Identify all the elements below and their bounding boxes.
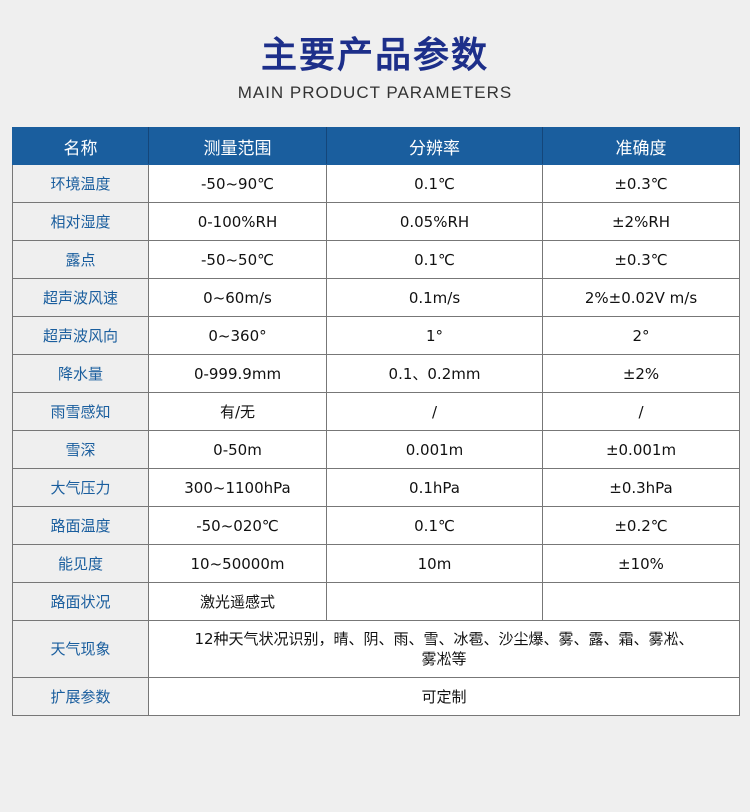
cell-range: -50~90℃ [148, 164, 327, 203]
table-row: 超声波风速 0~60m/s 0.1m/s 2%±0.02V m/s [12, 278, 740, 317]
table-row: 能见度 10~50000m 10m ±10% [12, 544, 740, 583]
cell-accuracy: ±10% [542, 544, 740, 583]
cell-resolution [326, 582, 543, 621]
cell-range: 有/无 [148, 392, 327, 431]
table-row-weather: 天气现象 12种天气状况识别，晴、阴、雨、雪、冰雹、沙尘爆、雾、露、霜、雾凇、雾… [12, 620, 740, 678]
cell-range: 0-50m [148, 430, 327, 469]
table-row: 雪深 0-50m 0.001m ±0.001m [12, 430, 740, 469]
cell-name: 露点 [12, 240, 149, 279]
cell-range: 0-999.9mm [148, 354, 327, 393]
cell-resolution: 0.1℃ [326, 164, 543, 203]
header-resolution: 分辨率 [326, 127, 543, 165]
header-accuracy: 准确度 [542, 127, 740, 165]
table-row: 大气压力 300~1100hPa 0.1hPa ±0.3hPa [12, 468, 740, 507]
weather-line-1: 12种天气状况识别，晴、阴、雨、雪、冰雹、沙尘爆、雾、露、霜、雾凇、 [194, 630, 694, 648]
cell-range: 0-100%RH [148, 202, 327, 241]
cell-range: -50~50℃ [148, 240, 327, 279]
cell-accuracy: / [542, 392, 740, 431]
header-name: 名称 [12, 127, 149, 165]
table-row: 雨雪感知 有/无 / / [12, 392, 740, 431]
cell-accuracy: ±0.3℃ [542, 240, 740, 279]
cell-resolution: 0.001m [326, 430, 543, 469]
cell-range: 激光遥感式 [148, 582, 327, 621]
cell-name: 超声波风向 [12, 316, 149, 355]
cell-accuracy: ±0.3℃ [542, 164, 740, 203]
cell-accuracy: 2° [542, 316, 740, 355]
cell-name: 环境温度 [12, 164, 149, 203]
cell-name: 大气压力 [12, 468, 149, 507]
cell-name: 降水量 [12, 354, 149, 393]
cell-name: 路面状况 [12, 582, 149, 621]
cell-resolution: 0.05%RH [326, 202, 543, 241]
table-row: 超声波风向 0~360° 1° 2° [12, 316, 740, 355]
cell-resolution: 0.1m/s [326, 278, 543, 317]
table-row: 相对湿度 0-100%RH 0.05%RH ±2%RH [12, 202, 740, 241]
cell-resolution: 0.1hPa [326, 468, 543, 507]
cell-name: 雪深 [12, 430, 149, 469]
cell-resolution: 1° [326, 316, 543, 355]
cell-name: 超声波风速 [12, 278, 149, 317]
cell-accuracy: 2%±0.02V m/s [542, 278, 740, 317]
cell-name: 天气现象 [12, 620, 149, 678]
page-title: 主要产品参数 [260, 35, 489, 76]
cell-accuracy: ±0.001m [542, 430, 740, 469]
cell-range: 10~50000m [148, 544, 327, 583]
table-row: 路面温度 -50~020℃ 0.1℃ ±0.2℃ [12, 506, 740, 545]
cell-range: 0~60m/s [148, 278, 327, 317]
cell-range: 300~1100hPa [148, 468, 327, 507]
cell-accuracy: ±2% [542, 354, 740, 393]
cell-range: 0~360° [148, 316, 327, 355]
cell-name: 相对湿度 [12, 202, 149, 241]
weather-line-2: 雾凇等 [421, 650, 467, 668]
cell-accuracy: ±2%RH [542, 202, 740, 241]
table-row: 环境温度 -50~90℃ 0.1℃ ±0.3℃ [12, 164, 740, 203]
cell-resolution: / [326, 392, 543, 431]
table-row: 路面状况 激光遥感式 [12, 582, 740, 621]
page-subtitle: MAIN PRODUCT PARAMETERS [237, 83, 513, 102]
cell-accuracy [542, 582, 740, 621]
table-row-extend: 扩展参数 可定制 [12, 677, 740, 716]
cell-resolution: 10m [326, 544, 543, 583]
cell-name: 路面温度 [12, 506, 149, 545]
cell-resolution: 0.1℃ [326, 240, 543, 279]
parameters-table: 名称 测量范围 分辨率 准确度 环境温度 -50~90℃ 0.1℃ ±0.3℃ 相对湿度… [12, 127, 740, 716]
cell-accuracy: ±0.2℃ [542, 506, 740, 545]
cell-name: 雨雪感知 [12, 392, 149, 431]
header-range: 测量范围 [148, 127, 327, 165]
cell-name: 能见度 [12, 544, 149, 583]
cell-accuracy: ±0.3hPa [542, 468, 740, 507]
cell-extend-value: 可定制 [148, 677, 740, 716]
table-row: 降水量 0-999.9mm 0.1、0.2mm ±2% [12, 354, 740, 393]
cell-name: 扩展参数 [12, 677, 149, 716]
table-header-row: 名称 测量范围 分辨率 准确度 [12, 127, 740, 165]
cell-resolution: 0.1℃ [326, 506, 543, 545]
table-row: 露点 -50~50℃ 0.1℃ ±0.3℃ [12, 240, 740, 279]
cell-resolution: 0.1、0.2mm [326, 354, 543, 393]
cell-weather-value: 12种天气状况识别，晴、阴、雨、雪、冰雹、沙尘爆、雾、露、霜、雾凇、 雾凇等 [148, 620, 740, 678]
cell-range: -50~020℃ [148, 506, 327, 545]
